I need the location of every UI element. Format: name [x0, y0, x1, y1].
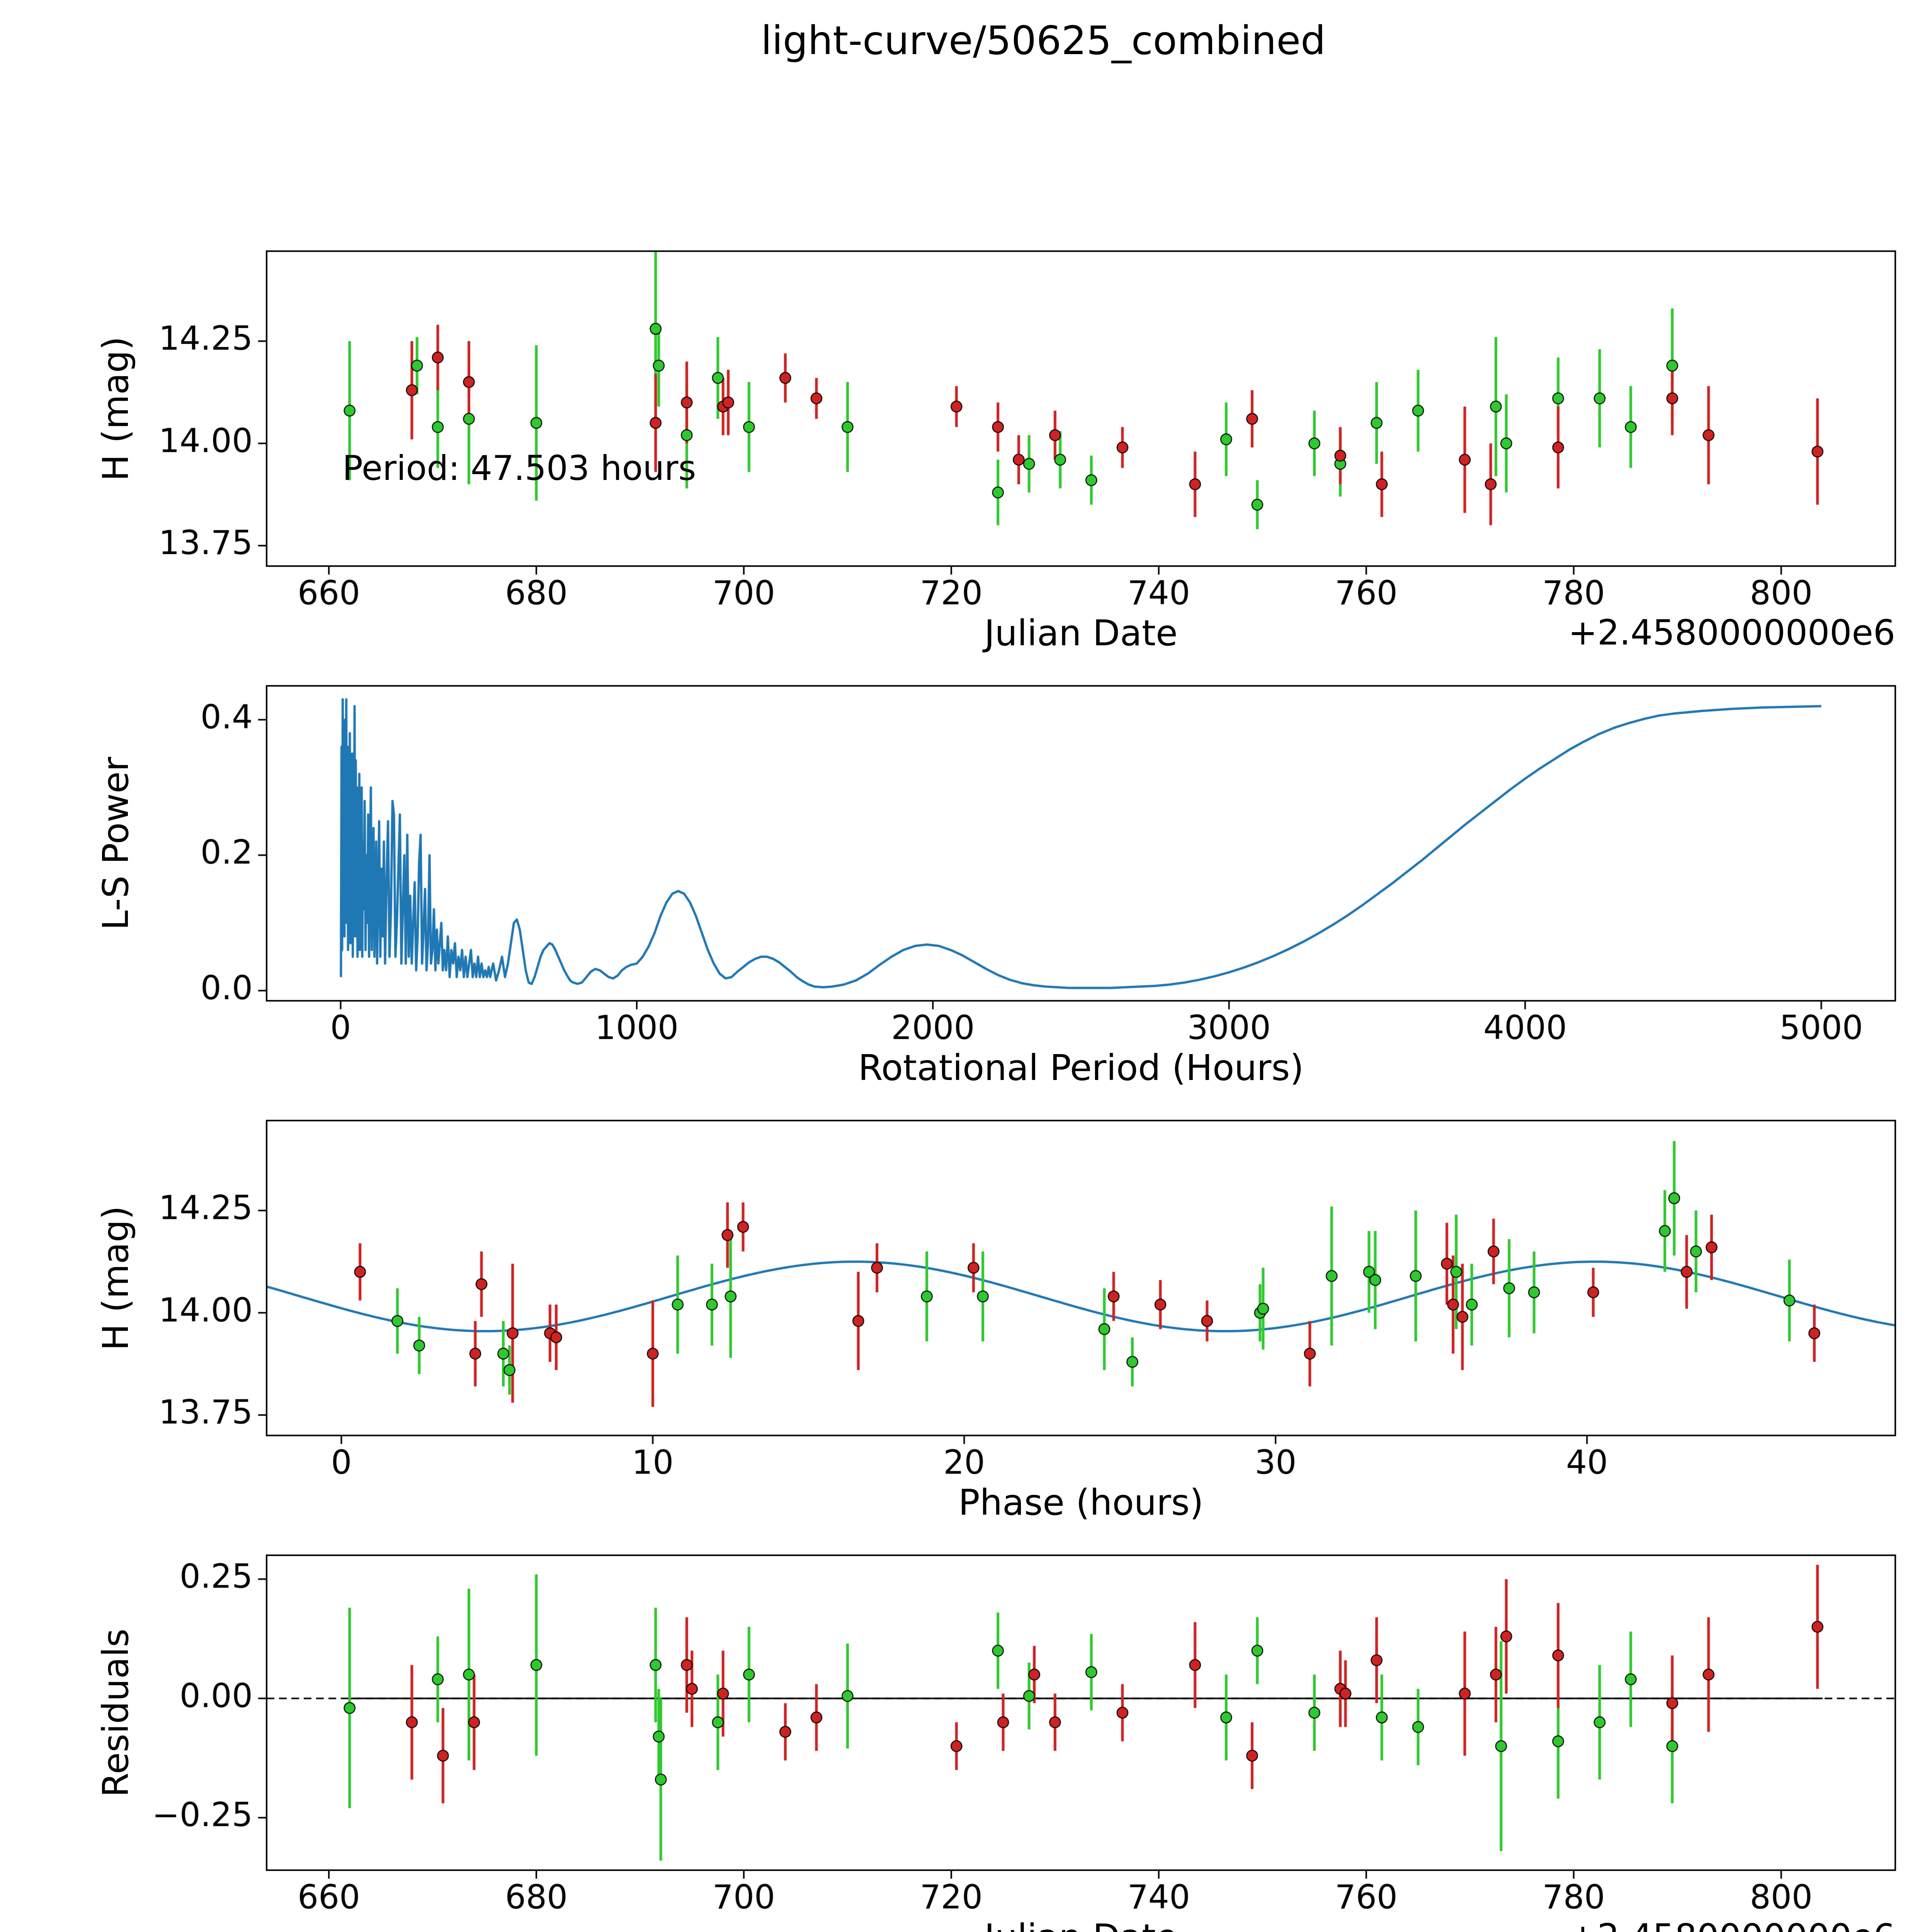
residuals-xlabel: Julian Date [984, 1920, 1177, 1932]
phased-xlabel: Phase (hours) [958, 1482, 1204, 1523]
periodogram-ylabel: L-S Power [95, 757, 136, 930]
phased-ylabel: H (mag) [95, 1206, 136, 1350]
residuals-ylabel: Residuals [95, 1628, 136, 1797]
lightcurve-ylabel: H (mag) [95, 336, 136, 481]
periodogram-xlabel: Rotational Period (Hours) [858, 1047, 1304, 1088]
figure-title: light-curve/50625_combined [761, 18, 1326, 64]
lightcurve-xlabel: Julian Date [984, 612, 1178, 654]
lightcurve-x-offset-label: +2.4580000000e6 [1568, 612, 1895, 653]
residuals-x-offset-label: +2.4580000000e6 [1568, 1920, 1895, 1932]
period-annotation: Period: 47.503 hours [342, 448, 696, 488]
